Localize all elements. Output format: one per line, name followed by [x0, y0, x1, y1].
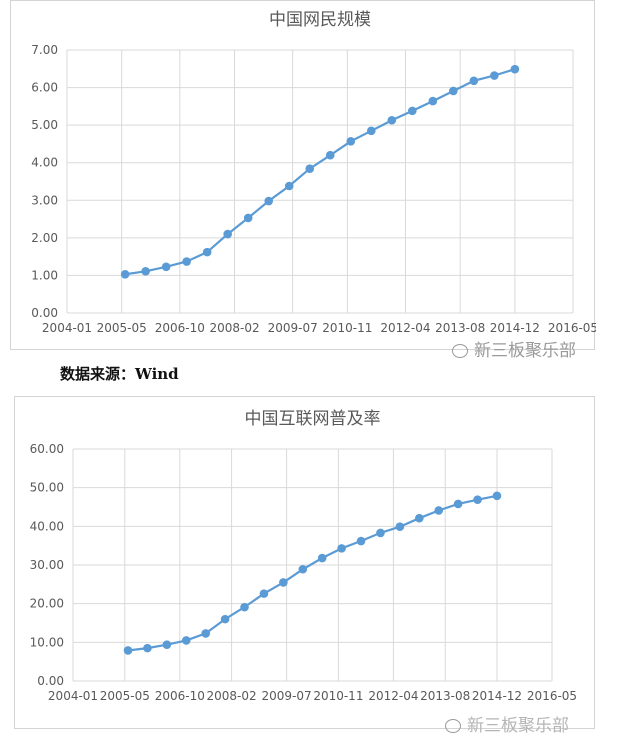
data-point	[141, 266, 150, 276]
data-point	[120, 270, 130, 279]
series-line	[124, 68, 516, 276]
x-tick-label: 2014-12	[472, 689, 522, 703]
data-point	[202, 247, 212, 257]
data-point	[240, 602, 249, 612]
wechat-icon	[445, 719, 461, 733]
data-point	[492, 491, 502, 501]
y-tick-label: 20.00	[30, 597, 64, 611]
watermark-text: 新三板聚乐部	[474, 341, 576, 361]
data-point	[366, 126, 376, 136]
x-tick-label: 2004-01	[42, 321, 92, 335]
data-point	[346, 136, 356, 146]
data-point	[473, 495, 482, 504]
data-point	[337, 544, 346, 553]
data-point	[123, 646, 133, 655]
x-tick-label: 2013-08	[435, 321, 485, 335]
chart-netizen-scale-svg: 中国网民规模 0.00 1.00 2.00 3.00 4.00 5.00 6.00 7.00 20…	[31, 10, 596, 335]
y-tick-label: 4.00	[31, 156, 58, 170]
chart-internet-penetration: 中国互联网普及率 0.00 10.00 20.00 30.00 40.00 50.00 60.…	[14, 396, 595, 729]
data-point	[317, 553, 327, 563]
data-point	[220, 614, 230, 624]
chart-netizen-scale: 中国网民规模 0.00 1.00 2.00 3.00 4.00 5.00 6.00 7.00 20…	[10, 0, 596, 350]
x-tick-label: 2010-11	[322, 321, 372, 335]
x-tick-label: 2013-08	[420, 689, 470, 703]
x-tick-label: 2010-11	[313, 689, 363, 703]
data-point	[395, 522, 405, 532]
data-point	[284, 181, 294, 191]
x-tick-label: 2005-05	[97, 321, 147, 335]
data-point	[181, 636, 191, 645]
data-point	[162, 640, 172, 649]
data-point	[223, 229, 232, 239]
data-point	[279, 578, 288, 587]
x-tick-label: 2008-02	[209, 321, 259, 335]
data-point	[201, 629, 210, 638]
data-point	[356, 536, 366, 546]
x-tick-label: 2012-04	[368, 689, 418, 703]
x-tick-label: 2009-07	[268, 321, 318, 335]
data-point	[428, 96, 438, 106]
series-line	[127, 494, 498, 652]
x-tick-label: 2016-05	[527, 689, 577, 703]
y-tick-label: 5.00	[31, 118, 58, 132]
data-point	[325, 150, 335, 160]
wechat-icon	[452, 344, 468, 358]
data-point	[387, 115, 397, 125]
data-point	[408, 106, 417, 116]
y-tick-label: 3.00	[31, 193, 58, 207]
y-tick-label: 7.00	[31, 43, 58, 57]
x-tick-label: 2016-05	[548, 321, 596, 335]
y-tick-label: 40.00	[30, 519, 64, 533]
data-point	[143, 643, 152, 653]
y-tick-label: 60.00	[30, 442, 64, 456]
chart-title: 中国网民规模	[269, 10, 371, 30]
x-tick-label: 2012-04	[380, 321, 430, 335]
source-note: 数据来源：Wind	[60, 365, 179, 383]
y-tick-label: 0.00	[31, 306, 58, 320]
watermark: 新三板聚乐部	[452, 336, 576, 361]
data-point	[298, 564, 308, 574]
data-point	[305, 164, 315, 174]
y-tick-label: 50.00	[30, 481, 64, 495]
data-point	[449, 86, 458, 96]
watermark-cropped: 新三板聚乐部	[445, 711, 569, 736]
chart-internet-penetration-svg: 中国互联网普及率 0.00 10.00 20.00 30.00 40.00 50.00 60.…	[30, 409, 577, 703]
data-point	[469, 76, 479, 86]
data-point	[490, 71, 499, 80]
data-point	[264, 196, 274, 206]
data-point	[182, 257, 191, 266]
data-point	[259, 589, 269, 598]
watermark-text: 新三板聚乐部	[467, 716, 569, 736]
x-tick-label: 2009-07	[262, 689, 312, 703]
data-point	[510, 64, 520, 74]
data-point	[434, 506, 444, 515]
data-point	[453, 499, 463, 509]
data-point	[161, 262, 171, 272]
data-point	[243, 213, 253, 223]
data-point	[376, 528, 385, 538]
y-tick-label: 2.00	[31, 231, 58, 245]
x-tick-label: 2004-01	[48, 689, 98, 703]
y-tick-label: 6.00	[31, 81, 58, 95]
x-tick-label: 2005-05	[100, 689, 150, 703]
x-tick-label: 2014-12	[490, 321, 540, 335]
data-point	[415, 513, 424, 523]
y-tick-label: 10.00	[30, 635, 64, 649]
y-tick-label: 0.00	[37, 674, 64, 688]
chart-title: 中国互联网普及率	[245, 409, 381, 429]
y-tick-label: 1.00	[31, 268, 58, 282]
x-tick-label: 2008-02	[207, 689, 257, 703]
y-tick-label: 30.00	[30, 558, 64, 572]
x-tick-label: 2006-10	[155, 321, 205, 335]
x-tick-label: 2006-10	[155, 689, 205, 703]
